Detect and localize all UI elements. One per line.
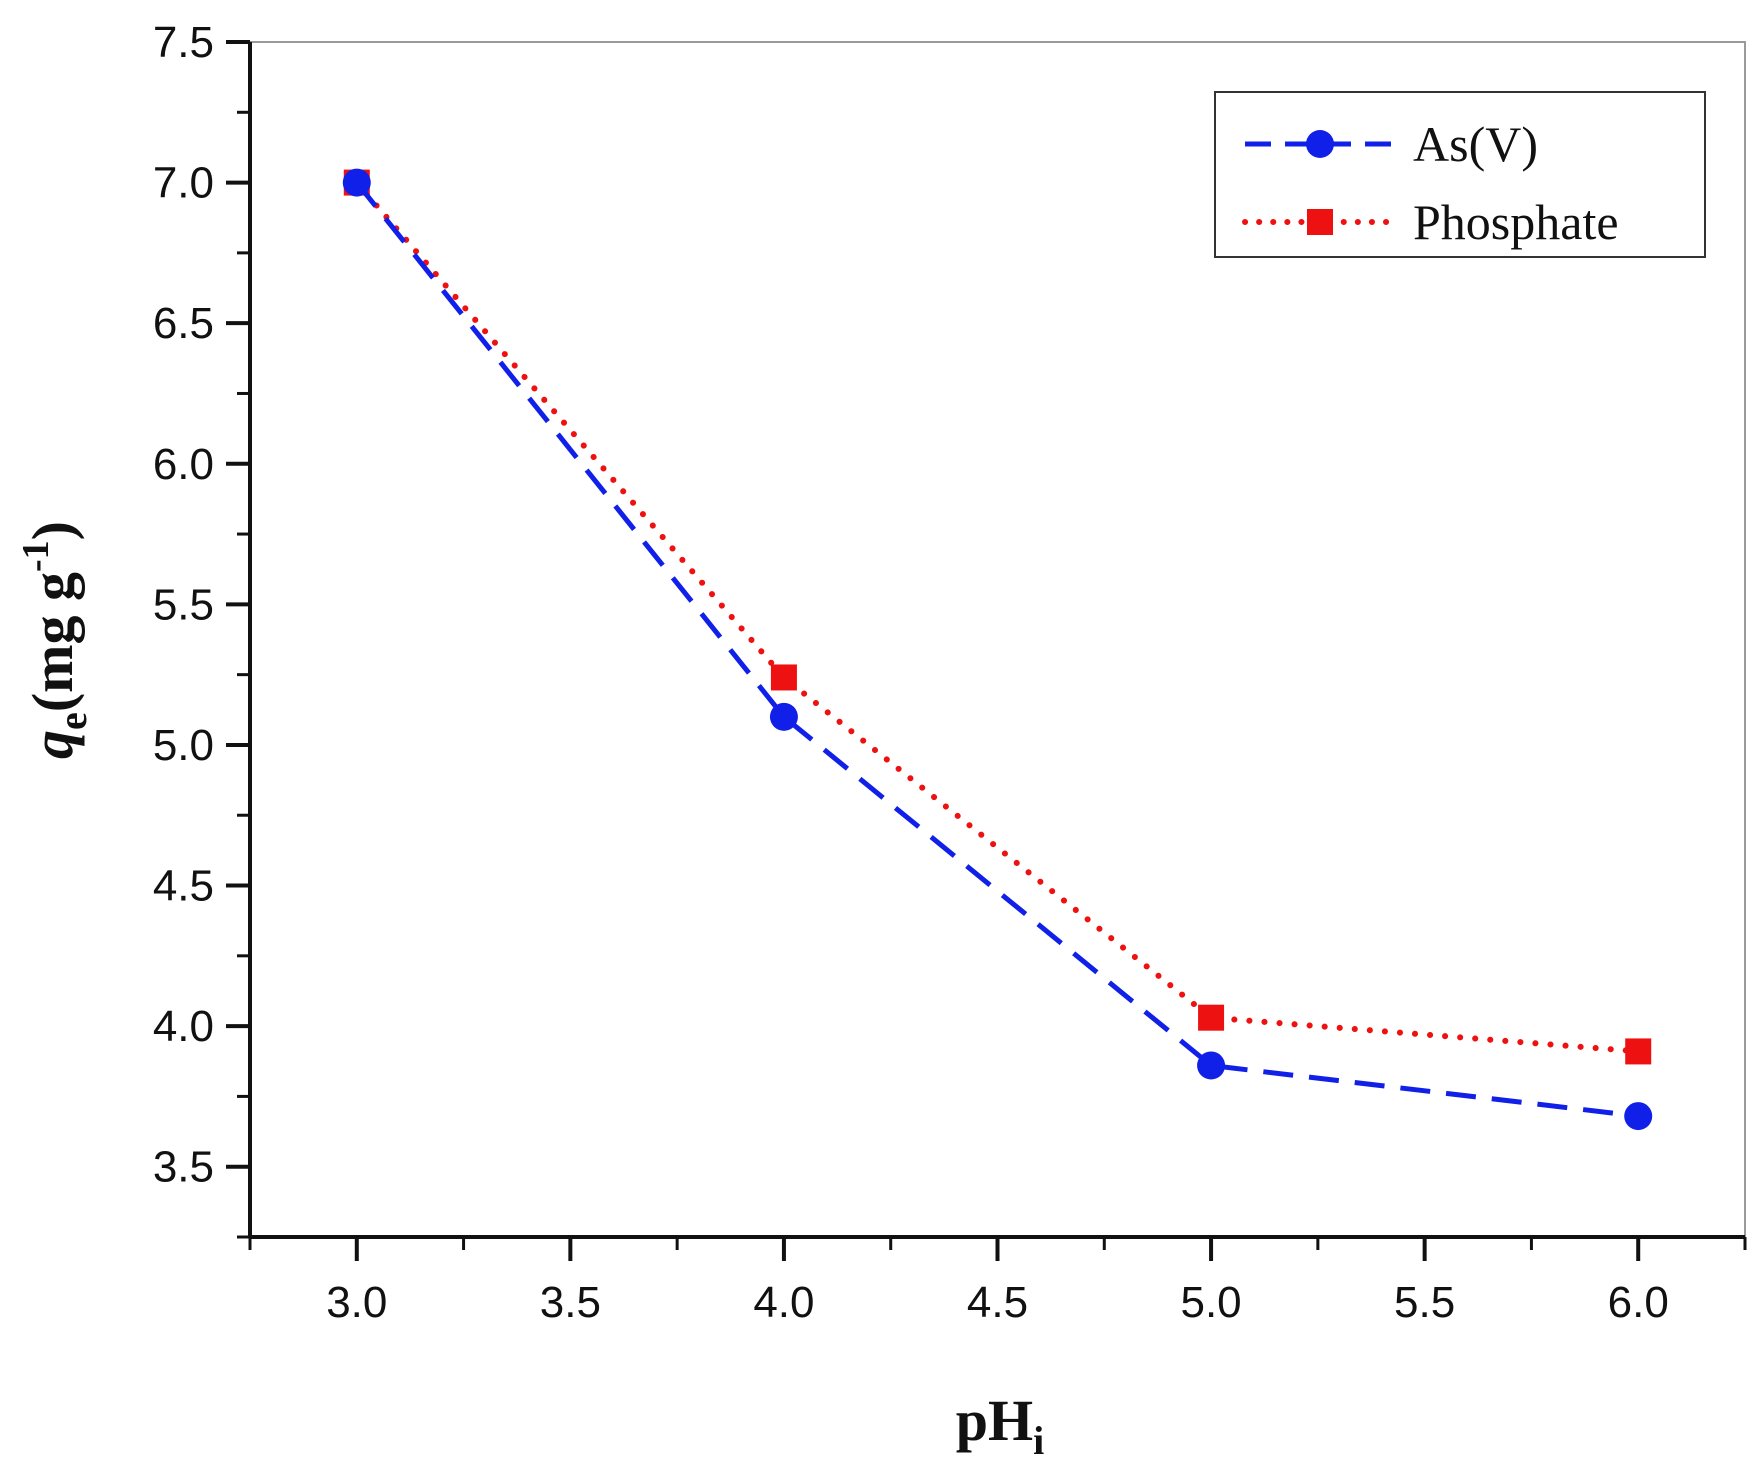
legend-marker-asv <box>1306 130 1334 158</box>
y-tick-label: 6.0 <box>153 440 214 489</box>
x-tick-label: 3.0 <box>326 1278 387 1327</box>
y-axis-title-sub: e <box>50 712 95 730</box>
legend-label-phosphate: Phosphate <box>1413 194 1619 250</box>
y-tick-label: 7.5 <box>153 18 214 67</box>
data-point-as-v <box>1197 1051 1226 1080</box>
x-tick-label: 4.0 <box>753 1278 814 1327</box>
y-tick-label: 7.0 <box>153 159 214 208</box>
data-point-as-v <box>769 702 798 731</box>
x-ticks: 3.0 3.5 4.0 4.5 5.0 5.5 6.0 <box>248 1237 1747 1327</box>
data-point-phosphate <box>770 664 797 691</box>
x-tick-label: 6.0 <box>1608 1278 1669 1327</box>
legend-marker-phosphate <box>1307 209 1333 235</box>
data-point-phosphate <box>1625 1038 1652 1065</box>
data-point-as-v <box>342 168 371 197</box>
series-line-as-v <box>354 181 1639 1119</box>
y-axis-title: qe(mg g-1) <box>15 521 95 759</box>
y-axis-title-units: (mg g <box>20 572 85 712</box>
x-axis-title-main: pH <box>956 1388 1033 1453</box>
y-tick-label: 3.5 <box>153 1143 214 1192</box>
x-axis-title: pHi <box>956 1388 1045 1463</box>
x-tick-label: 4.5 <box>967 1278 1028 1327</box>
x-tick-label: 5.0 <box>1180 1278 1241 1327</box>
y-tick-label: 5.0 <box>153 721 214 770</box>
x-axis-title-sub: i <box>1033 1418 1044 1463</box>
y-axis-title-close: ) <box>20 521 85 540</box>
y-tick-label: 5.5 <box>153 580 214 629</box>
series-layer <box>342 168 1653 1131</box>
y-tick-label: 6.5 <box>153 299 214 348</box>
y-axis-title-exp: -1 <box>15 540 57 572</box>
data-point-phosphate <box>1198 1004 1225 1031</box>
y-tick-label: 4.5 <box>153 862 214 911</box>
y-ticks: 3.5 4.0 4.5 5.0 5.5 6.0 6.5 7.0 7.5 <box>153 18 250 1239</box>
y-axis-title-var: q <box>20 730 85 759</box>
series-line-phosphate <box>353 179 1642 1055</box>
x-tick-label: 5.5 <box>1394 1278 1455 1327</box>
legend: As(V) Phosphate <box>1214 91 1706 258</box>
legend-label-asv: As(V) <box>1413 116 1538 172</box>
data-point-as-v <box>1624 1102 1653 1131</box>
legend-box <box>1214 91 1706 258</box>
x-tick-label: 3.5 <box>540 1278 601 1327</box>
y-tick-label: 4.0 <box>153 1002 214 1051</box>
